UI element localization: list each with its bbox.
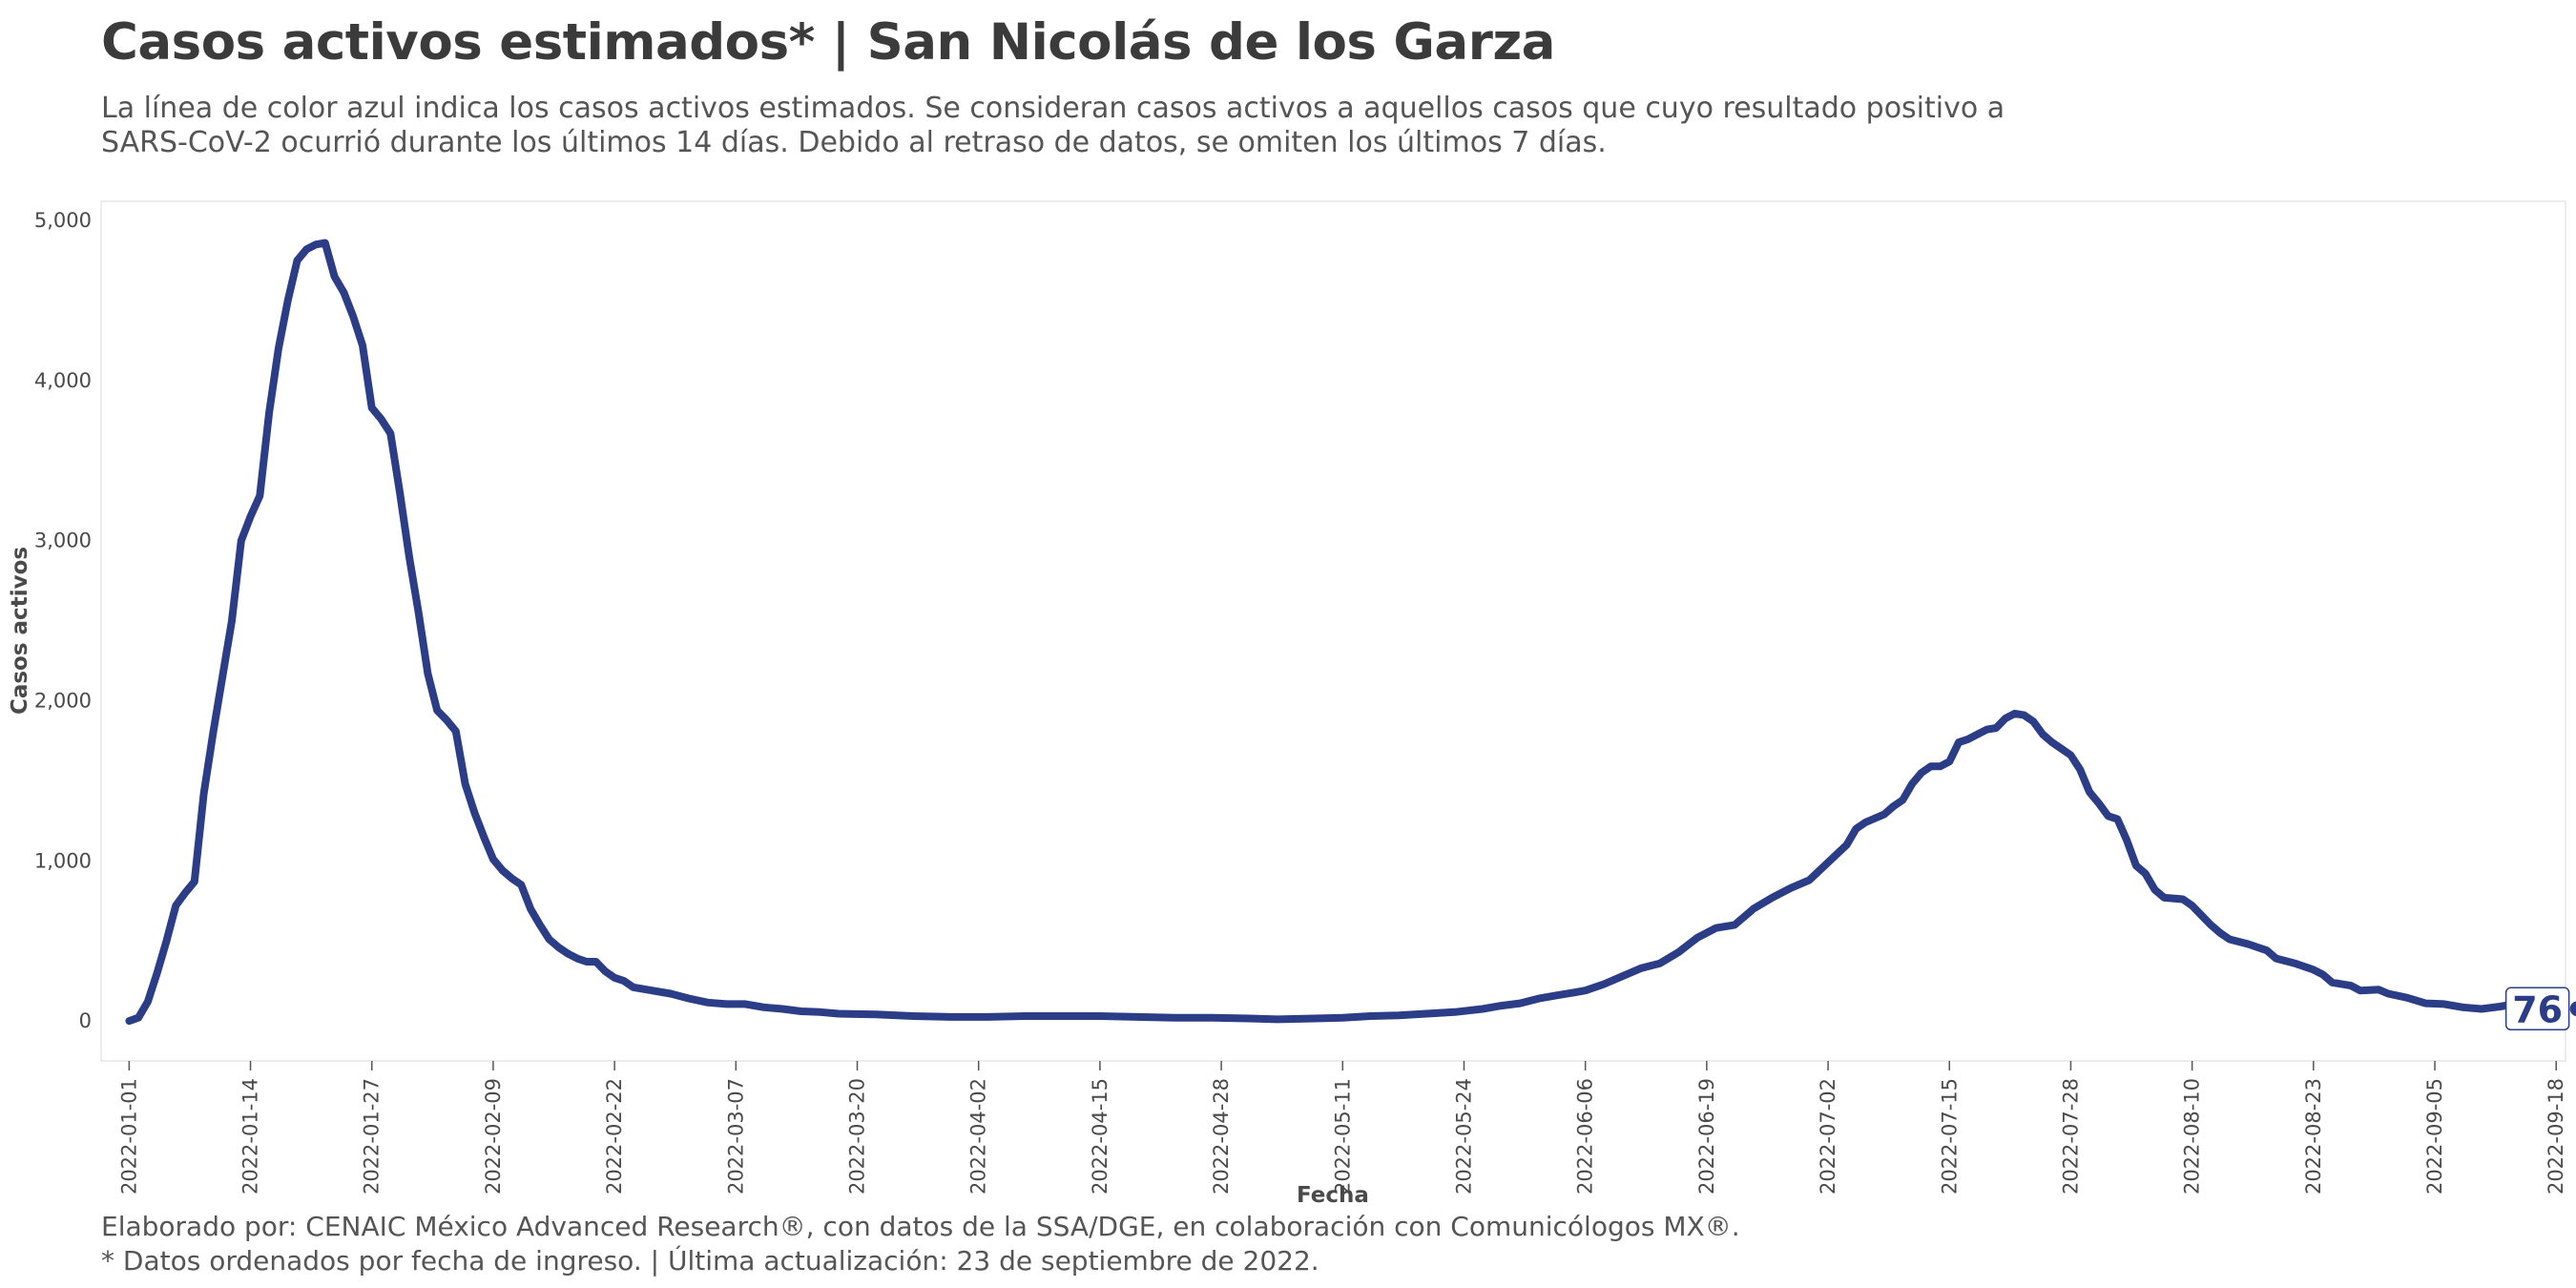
x-tick-label: 2022-07-15 (1938, 1078, 1961, 1195)
x-tick-label: 2022-05-11 (1331, 1078, 1354, 1195)
end-value-label: 76 (2504, 987, 2570, 1030)
x-tick-label: 2022-02-22 (603, 1078, 626, 1195)
end-value-text: 76 (2512, 988, 2563, 1030)
y-tick-label: 1,000 (34, 849, 92, 872)
chart-caption: Elaborado por: CENAIC México Advanced Re… (101, 1210, 1740, 1278)
series-line-casos-activos (125, 239, 2542, 1026)
end-point-marker (2569, 1001, 2576, 1017)
x-tick-label: 2022-06-06 (1574, 1078, 1597, 1195)
x-tick-label: 2022-08-23 (2302, 1078, 2325, 1195)
x-tick-label: 2022-02-09 (482, 1078, 505, 1195)
caption-note: * Datos ordenados por fecha de ingreso. … (101, 1245, 1319, 1277)
x-tick-label: 2022-03-20 (846, 1078, 869, 1195)
x-axis-title: Fecha (1297, 1183, 1369, 1208)
x-tick-label: 2022-04-28 (1210, 1078, 1233, 1195)
x-axis: 2022-01-01 2022-01-14 2022-01-27 2022-02-09… (117, 1061, 2567, 1195)
y-axis-title: Casos activos (8, 547, 32, 715)
y-tick-label: 5,000 (34, 209, 92, 232)
x-tick-label: 2022-01-01 (117, 1078, 140, 1195)
x-tick-label: 2022-07-02 (1817, 1078, 1839, 1195)
x-tick-label: 2022-03-07 (724, 1078, 747, 1195)
x-tick-label: 2022-09-18 (2545, 1078, 2567, 1195)
x-tick-label: 2022-01-14 (239, 1078, 262, 1195)
x-tick-label: 2022-06-19 (1695, 1078, 1718, 1195)
y-tick-label: 0 (79, 1009, 92, 1032)
x-tick-label: 2022-01-27 (361, 1078, 384, 1195)
chart-title: Casos activos estimados* | San Nicolás d… (101, 13, 1555, 72)
x-tick-label: 2022-07-28 (2059, 1078, 2082, 1195)
x-tick-label: 2022-09-05 (2423, 1078, 2446, 1195)
caption-credits: Elaborado por: CENAIC México Advanced Re… (101, 1211, 1740, 1242)
y-tick-label: 4,000 (34, 369, 92, 392)
chart-subtitle: La línea de color azul indica los casos … (101, 92, 2005, 159)
y-axis: 0 1,000 2,000 3,000 4,000 5,000 (34, 209, 92, 1032)
y-tick-label: 3,000 (34, 530, 92, 552)
x-tick-label: 2022-04-02 (967, 1078, 990, 1195)
plot-panel (100, 200, 2566, 1062)
y-tick-label: 2,000 (34, 689, 92, 712)
x-tick-label: 2022-04-15 (1089, 1078, 1111, 1195)
x-tick-label: 2022-05-24 (1452, 1078, 1475, 1195)
x-tick-label: 2022-08-10 (2181, 1078, 2204, 1195)
